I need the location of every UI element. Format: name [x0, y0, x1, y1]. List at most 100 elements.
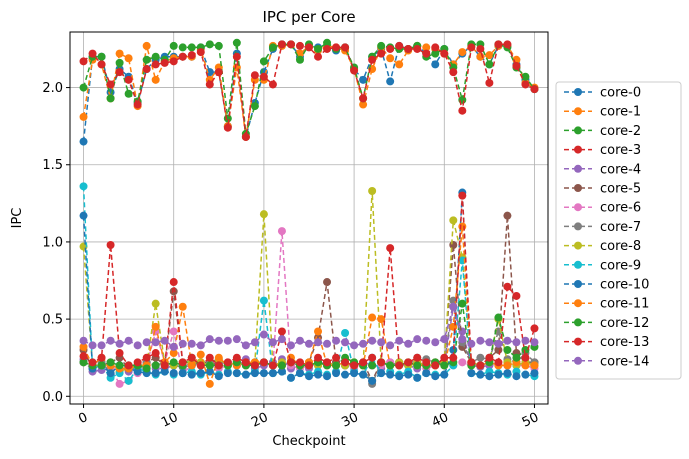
data-point [440, 370, 449, 379]
data-point [124, 75, 133, 84]
data-point [124, 376, 133, 385]
legend-label: core-9 [600, 258, 641, 273]
data-point [160, 361, 169, 370]
legend-entry-core-6: core-6 [564, 201, 641, 216]
data-point [133, 367, 142, 376]
legend-marker [574, 203, 582, 212]
data-point [314, 44, 323, 53]
data-point [268, 361, 277, 370]
data-point [196, 361, 205, 370]
data-point [404, 339, 413, 348]
data-point [115, 49, 124, 58]
data-point [169, 342, 178, 351]
legend-label: core-10 [600, 278, 649, 293]
data-point [88, 358, 97, 367]
data-point [377, 49, 386, 58]
data-point [305, 43, 313, 52]
data-point [359, 94, 368, 103]
data-point [404, 44, 413, 53]
data-point [259, 72, 268, 81]
data-point [512, 353, 521, 362]
plot-area-frame [69, 31, 549, 405]
data-point [341, 370, 350, 379]
data-point [494, 370, 503, 379]
x-tick-label: 20 [249, 410, 270, 431]
data-point [458, 106, 467, 115]
data-point [413, 353, 422, 362]
data-point [277, 40, 286, 49]
data-point [142, 338, 151, 347]
data-point [268, 80, 277, 89]
data-point [169, 278, 178, 287]
data-point [323, 358, 332, 367]
data-point [368, 55, 377, 64]
data-point [232, 38, 241, 47]
data-point [79, 182, 88, 191]
data-point [422, 336, 431, 345]
data-point [106, 94, 115, 103]
legend-label: core-0 [600, 86, 641, 101]
data-point [97, 341, 106, 350]
legend-label: core-11 [600, 297, 649, 312]
data-point [476, 44, 485, 53]
data-point [115, 339, 124, 348]
data-point [115, 349, 124, 358]
data-point [214, 361, 223, 370]
data-point [503, 369, 512, 378]
data-point [386, 54, 395, 63]
data-point [359, 339, 368, 348]
data-point [530, 369, 539, 378]
data-point [350, 369, 359, 378]
data-point [386, 361, 395, 370]
legend-marker [574, 126, 582, 135]
data-point [277, 335, 286, 344]
data-point [79, 352, 88, 361]
data-point [350, 66, 359, 75]
legend-entry-core-0: core-0 [564, 86, 641, 101]
data-point [431, 372, 440, 381]
data-point [133, 341, 142, 350]
data-point [124, 336, 133, 345]
data-point [512, 338, 521, 347]
legend-entry-core-14: core-14 [564, 354, 649, 369]
data-point [241, 341, 250, 350]
data-point [250, 338, 259, 347]
data-point [88, 341, 97, 350]
data-point [323, 372, 332, 381]
data-point [151, 75, 160, 84]
series-core-3 [79, 40, 539, 141]
data-point [431, 60, 440, 69]
data-point [259, 57, 268, 66]
data-point [467, 43, 476, 52]
data-point [79, 112, 88, 121]
data-point [142, 364, 151, 373]
data-point [223, 369, 232, 378]
data-point [458, 48, 467, 57]
data-point [332, 43, 341, 52]
data-point [178, 358, 187, 367]
data-point [97, 361, 106, 370]
data-point [277, 327, 286, 336]
data-point [259, 369, 268, 378]
data-point [205, 367, 214, 376]
x-tick-label: 40 [430, 410, 451, 431]
data-point [169, 57, 178, 66]
data-point [386, 77, 395, 86]
data-point [232, 369, 241, 378]
data-point [142, 65, 151, 74]
data-point [485, 78, 494, 87]
data-point [314, 327, 323, 336]
data-point [151, 338, 160, 347]
data-point [467, 339, 476, 348]
data-point [521, 370, 530, 379]
data-point [467, 369, 476, 378]
legend-label: core-3 [600, 143, 641, 158]
data-point [458, 335, 467, 344]
data-point [332, 353, 341, 362]
data-point [160, 58, 169, 67]
data-point [521, 80, 530, 89]
data-point [323, 339, 332, 348]
legend-marker [574, 241, 582, 250]
data-point [368, 353, 377, 362]
data-point [187, 339, 196, 348]
